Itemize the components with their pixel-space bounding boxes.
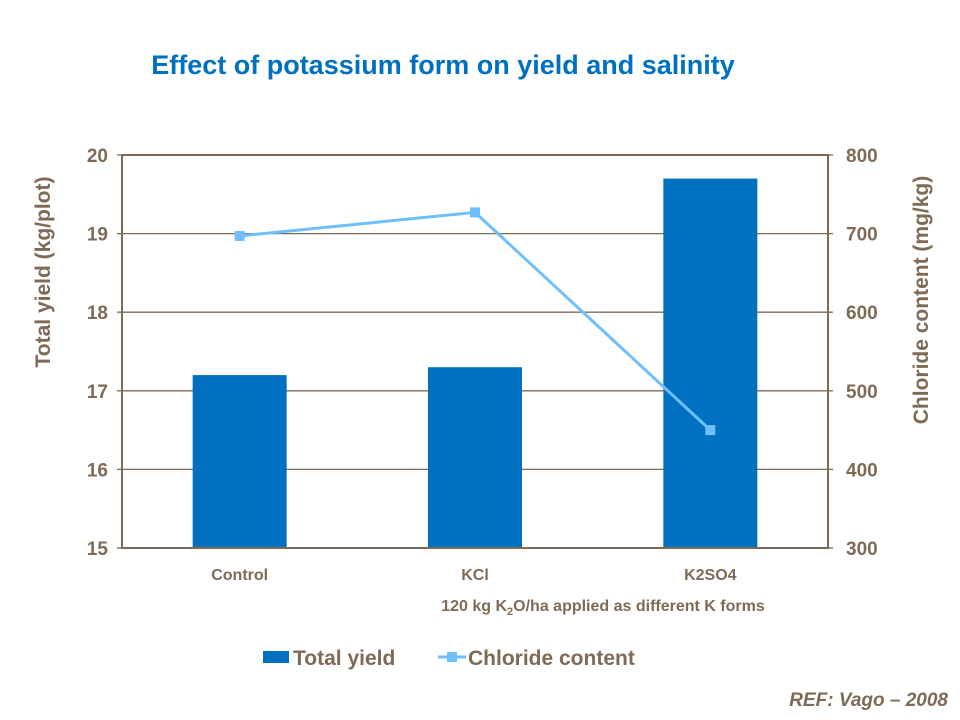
y-right-tick-label: 300 [846, 539, 878, 560]
chart-title: Effect of potassium form on yield and sa… [151, 50, 735, 80]
x-tick-label: KCl [461, 567, 489, 584]
legend-swatch-chloride-marker [447, 652, 457, 662]
y-left-tick-label: 20 [87, 146, 108, 167]
y-left-tick-label: 16 [87, 460, 108, 481]
y-left-tick-label: 19 [87, 225, 108, 246]
legend: Total yield Chloride content [263, 647, 635, 670]
y-right-tick-label: 600 [846, 303, 878, 324]
y-left-tick-label: 18 [87, 303, 108, 324]
reference-note: REF: Vago – 2008 [789, 690, 948, 711]
x-tick-label: K2SO4 [684, 567, 737, 584]
y-left-tick-label: 17 [87, 382, 108, 403]
bar-total-yield [663, 178, 758, 548]
x-axis-label-sub: 2 [507, 606, 513, 618]
y-right-tick-label: 400 [846, 460, 878, 481]
x-axis-label-post: O/ha applied as different K forms [513, 598, 765, 615]
x-tick-label: Control [211, 567, 268, 584]
legend-label-total-yield: Total yield [293, 647, 395, 670]
x-axis-label-pre: 120 kg K [441, 598, 507, 615]
legend-swatch-total-yield [263, 651, 289, 663]
marker-chloride-content [234, 230, 245, 241]
y-axis-right-label: Chloride content (mg/kg) [910, 176, 933, 425]
bar-total-yield [192, 375, 287, 548]
y-right-tick-label: 700 [846, 225, 878, 246]
y-right-tick-label: 800 [846, 146, 878, 167]
y-left-tick-label: 15 [87, 539, 109, 560]
marker-chloride-content [470, 207, 480, 218]
plot-area-border [121, 154, 829, 549]
legend-label-chloride-content: Chloride content [468, 647, 635, 670]
bar-total-yield [428, 367, 522, 548]
x-axis-label: 120 kg K2O/ha applied as different K for… [441, 598, 765, 618]
y-axis-left-label: Total yield (kg/plot) [32, 177, 55, 368]
marker-chloride-content [705, 425, 716, 436]
y-right-tick-label: 500 [846, 382, 878, 403]
